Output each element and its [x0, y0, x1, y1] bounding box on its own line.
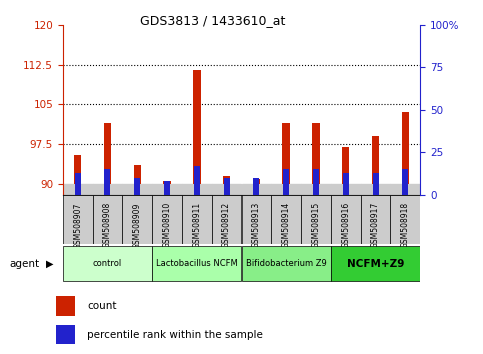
- Bar: [63, 195, 93, 244]
- Bar: [194, 166, 200, 195]
- Bar: [271, 195, 301, 244]
- Bar: [212, 195, 242, 244]
- Text: control: control: [93, 259, 122, 268]
- Text: GDS3813 / 1433610_at: GDS3813 / 1433610_at: [140, 14, 285, 27]
- Bar: [283, 169, 289, 195]
- Bar: [223, 176, 230, 184]
- Bar: [56, 325, 75, 344]
- Bar: [312, 123, 320, 184]
- Text: GSM508917: GSM508917: [371, 202, 380, 249]
- Bar: [212, 184, 242, 195]
- Bar: [313, 169, 319, 195]
- Bar: [242, 184, 271, 195]
- Bar: [152, 184, 182, 195]
- Text: GSM508912: GSM508912: [222, 202, 231, 248]
- Bar: [152, 246, 242, 281]
- Text: GSM508916: GSM508916: [341, 202, 350, 249]
- Bar: [271, 184, 301, 195]
- Bar: [164, 181, 170, 195]
- Text: GSM508908: GSM508908: [103, 202, 112, 249]
- Bar: [361, 184, 390, 195]
- Text: GSM508918: GSM508918: [401, 202, 410, 248]
- Bar: [283, 123, 290, 184]
- Bar: [104, 123, 111, 184]
- Text: GSM508914: GSM508914: [282, 202, 291, 249]
- Bar: [182, 195, 212, 244]
- Text: count: count: [87, 301, 116, 311]
- Bar: [63, 246, 152, 281]
- Bar: [182, 184, 212, 195]
- Bar: [134, 178, 140, 195]
- Text: Lactobacillus NCFM: Lactobacillus NCFM: [156, 259, 238, 268]
- Bar: [242, 195, 271, 244]
- Bar: [56, 296, 75, 315]
- Bar: [342, 147, 350, 184]
- Bar: [242, 246, 331, 281]
- Bar: [301, 184, 331, 195]
- Bar: [253, 179, 260, 184]
- Bar: [133, 166, 141, 184]
- Text: agent: agent: [10, 259, 40, 269]
- Text: ▶: ▶: [46, 259, 54, 269]
- Text: GSM508907: GSM508907: [73, 202, 82, 249]
- Text: GSM508910: GSM508910: [163, 202, 171, 249]
- Bar: [122, 184, 152, 195]
- Bar: [104, 169, 111, 195]
- Bar: [74, 155, 82, 184]
- Text: percentile rank within the sample: percentile rank within the sample: [87, 330, 263, 340]
- Bar: [75, 173, 81, 195]
- Bar: [93, 184, 122, 195]
- Text: GSM508909: GSM508909: [133, 202, 142, 249]
- Bar: [372, 136, 379, 184]
- Bar: [301, 195, 331, 244]
- Bar: [63, 184, 93, 195]
- Bar: [331, 184, 361, 195]
- Bar: [224, 178, 229, 195]
- Bar: [343, 173, 349, 195]
- Bar: [193, 70, 200, 184]
- Bar: [254, 178, 259, 195]
- Bar: [331, 246, 420, 281]
- Bar: [93, 195, 122, 244]
- Bar: [372, 173, 379, 195]
- Bar: [122, 195, 152, 244]
- Bar: [402, 169, 408, 195]
- Text: GSM508913: GSM508913: [252, 202, 261, 249]
- Bar: [152, 195, 182, 244]
- Bar: [390, 195, 420, 244]
- Bar: [331, 195, 361, 244]
- Bar: [361, 195, 390, 244]
- Text: GSM508911: GSM508911: [192, 202, 201, 248]
- Bar: [401, 113, 409, 184]
- Text: GSM508915: GSM508915: [312, 202, 320, 249]
- Bar: [390, 184, 420, 195]
- Text: Bifidobacterium Z9: Bifidobacterium Z9: [246, 259, 327, 268]
- Text: NCFM+Z9: NCFM+Z9: [347, 259, 404, 269]
- Bar: [163, 181, 171, 184]
